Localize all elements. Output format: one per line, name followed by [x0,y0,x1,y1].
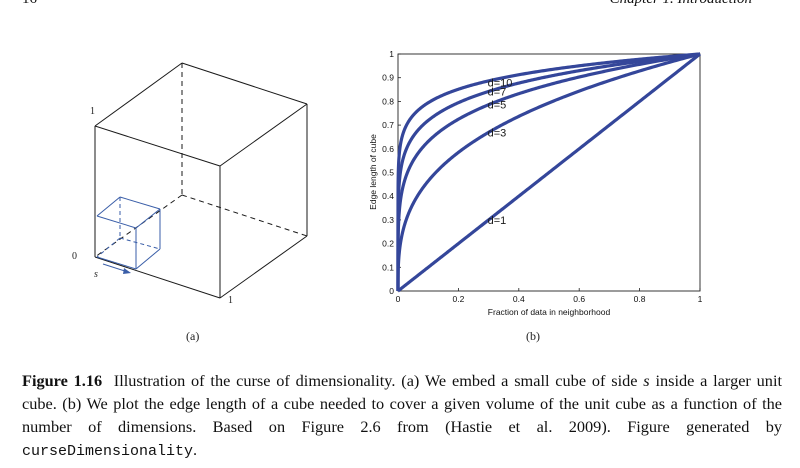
y-tick-label: 0.3 [382,215,394,225]
series-labels: d=10d=7 d=5 d=3 d=1 [488,78,513,227]
caption-variable: s [643,371,650,390]
x-tick-label: 0.2 [452,294,464,304]
y-axis-title: Edge length of cube [368,134,378,210]
series-label: d=1 [488,215,507,227]
series-label: d=3 [488,127,507,139]
y-tick-label: 1 [389,49,394,59]
y-tick-label: 0.8 [382,96,394,106]
panel-b-label: (b) [526,329,540,343]
figure-caption: Figure 1.16 Illustration of the curse of… [22,369,782,463]
y-tick-label: 0.4 [382,191,394,201]
y-tick-label: 0.1 [382,262,394,272]
series-line-d-7 [396,52,701,291]
caption-label: Figure 1.16 [22,371,103,390]
y-tick-label: 0.5 [382,168,394,178]
side-length-arrow [102,263,131,274]
y-tick-label: 0 [389,286,394,296]
large-cube [94,62,308,299]
panel-a-label: (a) [186,329,199,343]
x-axis-title: Fraction of data in neighborhood [488,307,611,317]
x-tick-label: 0.8 [634,294,646,304]
caption-text-2: inside a larger unit cube. (b) We plot t… [22,371,782,436]
small-cube [96,196,161,270]
x-axis-ticks: 0 0.2 0.4 0.6 0.8 1 [396,288,703,304]
caption-code: curseDimensionality [22,443,194,460]
x-tick-label: 0.6 [573,294,585,304]
cube-origin-label: 0 [72,251,77,262]
figure: 1 1 0 s (a) 0 0.2 0.4 0.6 0.8 1 0 0.1 0.2 0.3 0.4… [72,49,703,343]
page-number: 16 [22,0,37,8]
series-line-d-3 [396,52,701,291]
x-tick-label: 0 [396,294,401,304]
y-tick-label: 0.2 [382,239,394,249]
series-lines [396,52,701,293]
series-line-d-5 [396,52,701,291]
series-label: d=7 [488,86,507,98]
side-s-label: s [94,269,98,280]
series-line-d-10 [396,52,701,291]
cube-top-label: 1 [90,106,95,117]
edge-length-chart: 0 0.2 0.4 0.6 0.8 1 0 0.1 0.2 0.3 0.4 0.5 0.6 0.7 0.8… [368,49,703,317]
series-label: d=5 [488,100,507,112]
y-tick-label: 0.9 [382,73,394,83]
series-line-d-1 [396,52,701,293]
caption-end: . [193,440,198,459]
caption-text-1: Illustration of the curse of dimensional… [113,371,644,390]
series-label: d=10 [488,78,513,90]
y-tick-label: 0.7 [382,120,394,130]
page-header: 16 Chapter 1. Introduction [0,0,800,11]
x-tick-label: 1 [698,294,703,304]
running-head: Chapter 1. Introduction [610,0,752,8]
cube-right-label: 1 [228,295,233,306]
y-tick-label: 0.6 [382,144,394,154]
cube-illustration: 1 1 0 s [72,62,308,306]
y-axis-ticks: 0 0.1 0.2 0.3 0.4 0.5 0.6 0.7 0.8 0.9 1 [382,49,401,296]
x-tick-label: 0.4 [513,294,525,304]
